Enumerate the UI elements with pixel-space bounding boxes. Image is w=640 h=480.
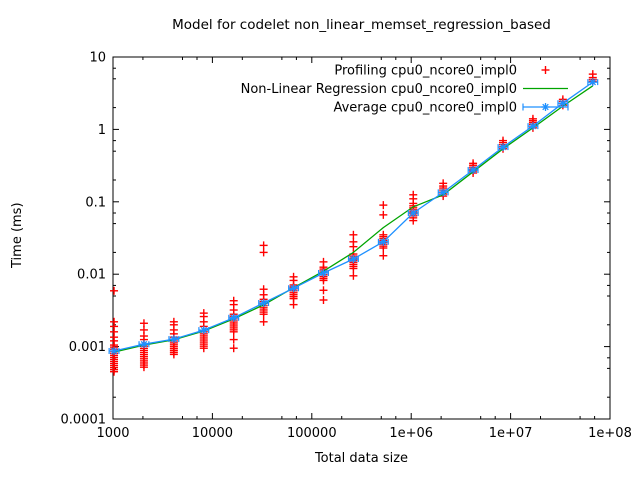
- x-tick-label: 100000: [287, 426, 337, 441]
- y-axis-ticks: 0.0001 0.001 0.01 0.1 1 10: [61, 51, 610, 428]
- y-tick-label: 10: [89, 51, 106, 66]
- y-tick-label: 1: [98, 123, 106, 138]
- series-profiling: [110, 70, 597, 376]
- x-tick-label: 1000: [96, 426, 129, 441]
- plot-frame: [112, 56, 611, 420]
- y-tick-label: 0.01: [77, 268, 106, 283]
- legend: Profiling cpu0_ncore0_impl0 Non-Linear R…: [241, 64, 569, 116]
- x-tick-label: 10000: [192, 426, 233, 441]
- y-tick-label: 0.1: [85, 195, 106, 210]
- x-tick-label: 1e+07: [489, 426, 533, 441]
- x-axis-ticks: 1000 10000 100000 1e+06 1e+07 1e+08: [96, 57, 632, 441]
- legend-label-profiling: Profiling cpu0_ncore0_impl0: [334, 64, 517, 79]
- x-tick-label: 1e+08: [588, 426, 632, 441]
- y-tick-label: 0.0001: [61, 413, 107, 428]
- x-axis-label: Total data size: [314, 451, 409, 466]
- legend-markers: [522, 66, 569, 111]
- legend-label-average: Average cpu0_ncore0_impl0: [333, 101, 517, 116]
- legend-label-regression: Non-Linear Regression cpu0_ncore0_impl0: [241, 82, 517, 97]
- series-regression: [113, 85, 594, 353]
- x-tick-label: 1e+06: [389, 426, 433, 441]
- y-tick-label: 0.001: [69, 340, 106, 355]
- series-average: [108, 78, 599, 355]
- plot-area: 1000 10000 100000 1e+06 1e+07 1e+080.00010.00…: [61, 51, 632, 442]
- chart-title: Model for codelet non_linear_memset_regr…: [172, 17, 551, 33]
